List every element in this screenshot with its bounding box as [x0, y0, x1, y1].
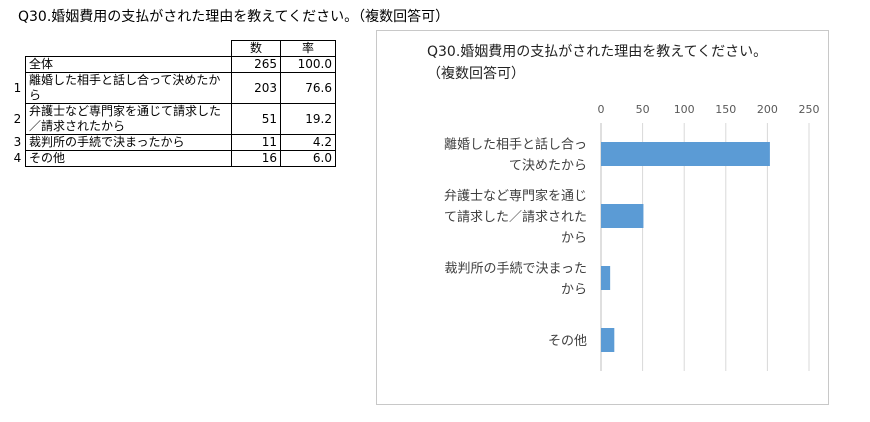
row-index: 4	[13, 151, 22, 165]
chart-frame: Q30.婚姻費用の支払がされた理由を教えてください。（複数回答可） 0 50 100…	[376, 30, 829, 405]
page-title: Q30.婚姻費用の支払がされた理由を教えてください。（複数回答可）	[18, 9, 450, 25]
row-index: 2	[13, 111, 22, 126]
table-row-total: 全体 265 100.0	[10, 56, 336, 73]
bar	[601, 142, 770, 166]
row-rate: 4.2	[280, 134, 336, 151]
row-rate: 19.2	[280, 103, 336, 135]
chart-title: Q30.婚姻費用の支払がされた理由を教えてください。（複数回答可）	[427, 44, 768, 82]
total-rate: 100.0	[280, 56, 336, 73]
row-label: 裁判所の手続で決まったから	[25, 134, 232, 151]
category-label: 裁判所の手続で決まったから	[445, 261, 587, 298]
row-count: 203	[231, 72, 281, 104]
total-count: 265	[231, 56, 281, 73]
header-rate: 率	[280, 40, 336, 57]
category-label: その他	[548, 334, 587, 349]
bar-chart: 0 50 100 150 200 250 離婚した相手と話し合って決めたから弁護士など専門家…	[444, 103, 820, 371]
table-row: 2 弁護士など専門家を通じて請求した／請求されたから 51 19.2	[10, 103, 336, 135]
row-count: 11	[231, 134, 281, 151]
row-rate: 76.6	[280, 72, 336, 104]
row-index: 3	[13, 135, 22, 149]
table-header-row: 数 率	[10, 40, 336, 57]
bar	[601, 328, 615, 352]
row-rate: 6.0	[280, 150, 336, 167]
table-row: 4 その他 16 6.0	[10, 150, 336, 167]
tick-label: 0	[598, 103, 605, 116]
summary-table: 数 率 全体 265 100.0 1 離婚した相手と話し合って決めたから 203…	[10, 40, 336, 167]
row-label: 弁護士など専門家を通じて請求した／請求されたから	[25, 103, 232, 135]
row-label: 離婚した相手と話し合って決めたから	[25, 72, 232, 104]
bar	[601, 204, 644, 228]
category-label: 離婚した相手と話し合って決めたから	[444, 137, 587, 174]
table-row: 3 裁判所の手続で決まったから 11 4.2	[10, 134, 336, 151]
row-count: 16	[231, 150, 281, 167]
table-row: 1 離婚した相手と話し合って決めたから 203 76.6	[10, 72, 336, 104]
row-count: 51	[231, 103, 281, 135]
row-label: その他	[25, 150, 232, 167]
tick-label: 50	[636, 103, 650, 116]
header-count: 数	[231, 40, 281, 57]
bar	[601, 266, 611, 290]
total-label: 全体	[25, 56, 232, 73]
category-label: 弁護士など専門家を通じて請求した／請求されたから	[444, 188, 587, 246]
tick-label: 200	[757, 103, 778, 116]
tick-label: 100	[674, 103, 695, 116]
tick-label: 250	[799, 103, 820, 116]
row-index: 1	[13, 80, 22, 95]
tick-label: 150	[715, 103, 736, 116]
